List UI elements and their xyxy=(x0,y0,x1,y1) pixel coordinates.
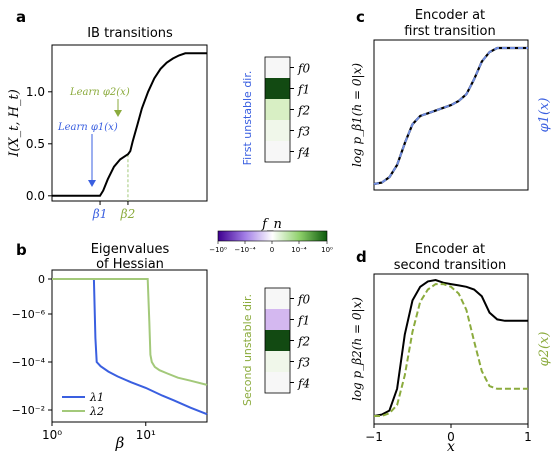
panel-a-arrowhead-2 xyxy=(114,110,122,117)
panel-a-ytick-label: 1.0 xyxy=(26,85,45,99)
panel-d-ylabel-right: φ2(x) xyxy=(537,332,552,367)
panel-b-legend: λ1 λ2 xyxy=(62,391,104,418)
heatmap-1-labels: f0 f1 f2 f3 f4 xyxy=(290,62,310,160)
panel-c-title-1: Encoder at xyxy=(415,8,485,23)
panel-letter-c: c xyxy=(356,8,365,26)
heat2-row-label: f4 xyxy=(297,377,310,391)
panel-b-frame xyxy=(51,269,208,423)
panel-a-annotation-1: Learn φ1(x) xyxy=(57,122,118,133)
panel-b-ytick-label: −10⁻⁶ xyxy=(12,308,46,321)
panel-b-yticks: 0 −10⁻⁶ −10⁻⁴ −10⁻² xyxy=(12,273,52,417)
heat1-row-label: f0 xyxy=(297,62,310,76)
panel-b-ytick-label: −10⁻² xyxy=(12,404,45,417)
colorbar-ticks: −10⁰ −10⁻⁴ 0 10⁻⁴ 10⁰ xyxy=(209,241,333,254)
colorbar-label: f_n xyxy=(261,217,282,232)
panel-d-xlabel: x xyxy=(447,439,455,455)
panel-letter-d: d xyxy=(356,248,367,266)
panel-b-xlabel: β xyxy=(115,434,125,452)
panel-a-annotation-2: Learn φ2(x) xyxy=(69,87,130,98)
panel-d-series-logp xyxy=(373,278,528,417)
colorbar: f_n −10⁰ −10⁻⁴ 0 10⁻⁴ 10⁰ xyxy=(209,217,333,254)
panel-letter-a: a xyxy=(16,8,26,26)
heat1-cell-f0 xyxy=(265,57,290,78)
panel-c-title-2: first transition xyxy=(404,24,495,39)
panel-d-xtick-label: 1 xyxy=(524,430,532,444)
panel-b-xtick-label: 10⁰ xyxy=(42,428,62,442)
heat2-cell-f1 xyxy=(265,309,290,330)
colorbar-tick-label: −10⁰ xyxy=(209,246,227,254)
panel-b-series-1 xyxy=(52,278,208,416)
panel-a-xticks: β1 β2 xyxy=(92,201,135,221)
heatmap-2-side-label: Second unstable dir. xyxy=(241,294,254,406)
colorbar-tick-label: 10⁰ xyxy=(321,246,333,254)
panel-d-xtick-label: 0 xyxy=(447,430,455,444)
panel-a-xtick-label: β1 xyxy=(92,207,108,221)
panel-c-plot xyxy=(373,46,528,186)
heat2-cell-f4 xyxy=(265,372,290,393)
panel-a: a IB transitions 0.0 0.5 1.0 β1 β2 I(X_t, H… xyxy=(7,8,208,221)
panel-b-plot xyxy=(52,278,208,416)
heatmap-2-cells xyxy=(264,287,291,394)
heat1-row-label: f4 xyxy=(297,146,310,160)
heat1-cell-f1 xyxy=(265,78,290,99)
panel-b: b Eigenvalues of Hessian 0 −10⁻⁶ −10⁻⁴ −10⁻… xyxy=(12,241,208,452)
panel-a-ylabel: I(X_t, H_t) xyxy=(7,89,22,158)
heat1-cell-f2 xyxy=(265,99,290,120)
heat1-row-label: f1 xyxy=(297,83,310,97)
panel-a-arrowhead-1 xyxy=(88,180,96,187)
heat2-row-label: f3 xyxy=(297,356,310,370)
colorbar-tick-label: −10⁻⁴ xyxy=(234,246,255,254)
heat2-row-label: f1 xyxy=(297,314,310,328)
panel-letter-b: b xyxy=(16,241,27,259)
panel-d-title-2: second transition xyxy=(394,258,506,273)
heat2-cell-f3 xyxy=(265,351,290,372)
heat2-row-label: f2 xyxy=(297,335,310,349)
panel-a-ytick-label: 0.5 xyxy=(26,137,45,151)
legend-label-lambda2: λ2 xyxy=(89,405,104,418)
panel-a-plot xyxy=(52,52,207,201)
panel-b-ytick-label: 0 xyxy=(38,273,45,286)
heatmap-1-cells xyxy=(264,56,291,163)
panel-b-title-1: Eigenvalues xyxy=(91,242,170,257)
panel-d-xticks: −1 0 1 xyxy=(365,424,532,444)
panel-d-title-1: Encoder at xyxy=(415,242,485,257)
heat2-row-label: f0 xyxy=(297,293,310,307)
panel-c-ylabel-right: φ1(x) xyxy=(537,98,552,133)
panel-a-frame xyxy=(51,44,208,202)
colorbar-tick-label: 0 xyxy=(270,246,274,254)
panel-a-xtick-label: β2 xyxy=(120,207,136,221)
panel-b-xtick-label: 10¹ xyxy=(136,428,156,442)
panel-c-series-phi1 xyxy=(373,47,528,185)
panel-a-curve xyxy=(52,52,207,197)
panel-d-series-phi2 xyxy=(374,283,528,417)
heat2-cell-f0 xyxy=(265,288,290,309)
heat1-cell-f4 xyxy=(265,141,290,162)
panel-b-xticks: 10⁰ 10¹ xyxy=(42,422,156,442)
panel-d-xtick-label: −1 xyxy=(365,430,383,444)
panel-c: c Encoder at first transition log p_β1(h… xyxy=(350,8,552,191)
heatmap-1-side-label: First unstable dir. xyxy=(241,71,254,166)
heatmap-2: Second unstable dir. f0 f1 f2 f3 f4 xyxy=(241,287,310,406)
heat2-cell-f2 xyxy=(265,330,290,351)
legend-label-lambda1: λ1 xyxy=(89,391,104,404)
heatmap-1: First unstable dir. f0 f1 f2 f3 f4 xyxy=(241,56,310,166)
panel-d-plot xyxy=(373,278,528,417)
heat1-cell-f3 xyxy=(265,120,290,141)
panel-c-frame xyxy=(373,39,529,191)
panel-a-title: IB transitions xyxy=(87,26,173,41)
panel-d: d Encoder at second transition −1 0 1 x lo… xyxy=(350,242,552,455)
panel-d-ylabel-left: log p_β2(h = 0|x) xyxy=(350,297,364,401)
panel-c-ylabel-left: log p_β1(h = 0|x) xyxy=(350,63,364,167)
panel-a-yticks: 0.0 0.5 1.0 xyxy=(26,85,52,203)
heat1-row-label: f3 xyxy=(297,125,310,139)
heat1-row-label: f2 xyxy=(297,104,310,118)
panel-b-title-2: of Hessian xyxy=(96,257,164,272)
colorbar-tick-label: 10⁻⁴ xyxy=(291,246,307,254)
panel-a-ytick-label: 0.0 xyxy=(26,189,45,203)
heatmap-2-labels: f0 f1 f2 f3 f4 xyxy=(290,293,310,391)
panel-b-ytick-label: −10⁻⁴ xyxy=(12,356,46,369)
panel-b-series-2 xyxy=(52,278,208,386)
colorbar-gradient xyxy=(217,230,328,242)
